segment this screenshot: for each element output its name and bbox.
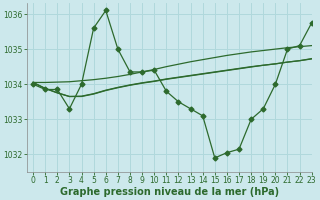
X-axis label: Graphe pression niveau de la mer (hPa): Graphe pression niveau de la mer (hPa) (60, 187, 279, 197)
